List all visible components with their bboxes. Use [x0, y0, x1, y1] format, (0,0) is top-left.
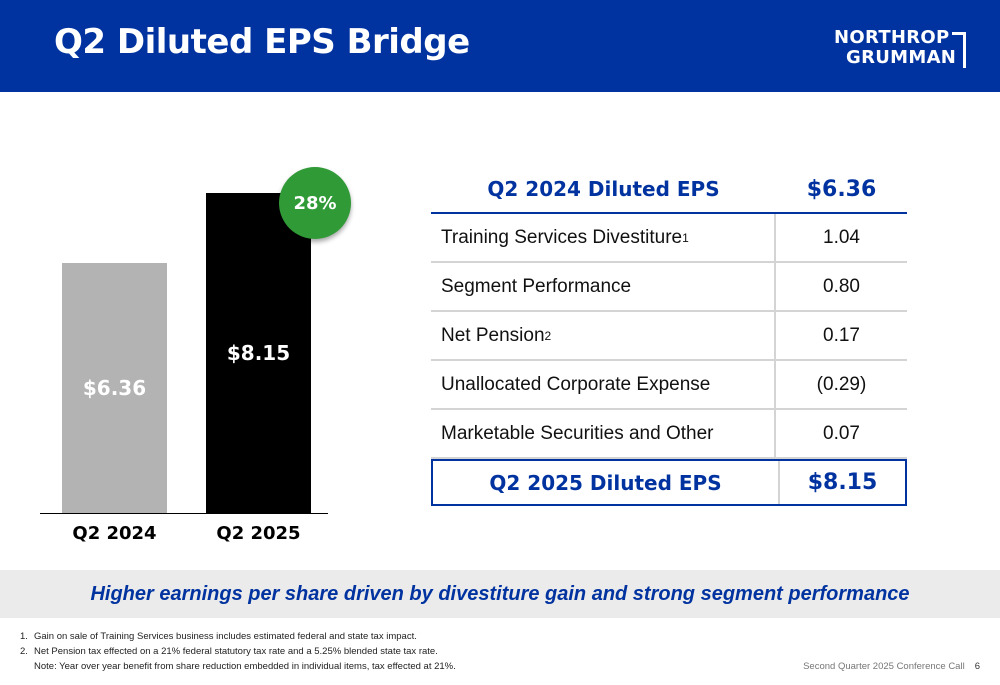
row-label: Training Services Divestiture 1	[431, 214, 776, 261]
row-label-text: Marketable Securities and Other	[441, 422, 714, 444]
total-value: $8.15	[807, 470, 878, 495]
header-value: $6.36	[806, 176, 877, 202]
footnote-1: 1. Gain on sale of Training Services busi…	[20, 629, 780, 644]
footnote-text: Net Pension tax effected on a 21% federa…	[34, 646, 438, 657]
row-label-text: Training Services Divestiture	[441, 226, 683, 248]
footnote-2: 2. Net Pension tax effected on a 21% fede…	[20, 644, 780, 659]
header-bar: Q2 Diluted EPS Bridge NORTHROP GRUMMAN	[0, 0, 1000, 92]
row-label-text: Net Pension	[441, 324, 545, 346]
table-header-row: Q2 2024 Diluted EPS $6.36	[431, 166, 907, 214]
page-title: Q2 Diluted EPS Bridge	[54, 22, 470, 62]
footnotes: 1. Gain on sale of Training Services busi…	[20, 629, 780, 674]
chart-baseline	[40, 513, 328, 514]
footer-event: Second Quarter 2025 Conference Call	[803, 661, 965, 672]
row-label: Segment Performance	[431, 263, 776, 310]
table-row: Net Pension 2 0.17	[431, 312, 907, 361]
takeaway-text: Higher earnings per share driven by dive…	[90, 582, 910, 605]
header-label: Q2 2024 Diluted EPS	[487, 177, 720, 201]
table-row: Segment Performance 0.80	[431, 263, 907, 312]
takeaway-banner: Higher earnings per share driven by dive…	[0, 570, 1000, 618]
row-label: Net Pension 2	[431, 312, 776, 359]
bar-q2-2025	[206, 193, 311, 513]
row-label: Unallocated Corporate Expense	[431, 361, 776, 408]
total-label: Q2 2025 Diluted EPS	[433, 461, 780, 504]
row-value: 0.80	[823, 275, 860, 297]
logo-bracket-icon	[952, 32, 966, 68]
growth-badge: 28%	[279, 167, 351, 239]
category-label: Q2 2024	[72, 523, 157, 544]
page-number: 6	[974, 661, 980, 672]
footer: Second Quarter 2025 Conference Call 6	[803, 661, 980, 672]
bar-data-label: $8.15	[226, 341, 291, 365]
row-label-text: Unallocated Corporate Expense	[441, 373, 711, 395]
northrop-grumman-logo: NORTHROP GRUMMAN	[834, 28, 974, 72]
table-total-row: Q2 2025 Diluted EPS $8.15	[431, 459, 907, 506]
table-row: Training Services Divestiture 1 1.04	[431, 214, 907, 263]
footnote-text: Gain on sale of Training Services busine…	[34, 631, 417, 642]
category-label: Q2 2025	[216, 523, 301, 544]
row-value: 0.07	[823, 422, 860, 444]
row-value: 1.04	[823, 226, 860, 248]
row-label-text: Segment Performance	[441, 275, 632, 297]
eps-bar-chart: $6.36 Q2 2024 $8.15 Q2 2025 28%	[40, 110, 351, 550]
row-value: (0.29)	[816, 373, 867, 395]
table-row: Marketable Securities and Other 0.07	[431, 410, 907, 459]
footnote-note: Note: Year over year benefit from share …	[34, 661, 456, 672]
bar-q2-2024	[62, 263, 167, 513]
logo-line-2: GRUMMAN	[846, 47, 957, 68]
footnote-number: 2.	[20, 646, 28, 657]
table-row: Unallocated Corporate Expense (0.29)	[431, 361, 907, 410]
footnote-number: 1.	[20, 631, 28, 642]
row-label: Marketable Securities and Other	[431, 410, 776, 457]
logo-line-1: NORTHROP	[834, 27, 950, 48]
eps-bridge-table: Q2 2024 Diluted EPS $6.36 Training Servi…	[431, 166, 907, 506]
row-value: 0.17	[823, 324, 860, 346]
bar-data-label: $6.36	[82, 376, 147, 400]
